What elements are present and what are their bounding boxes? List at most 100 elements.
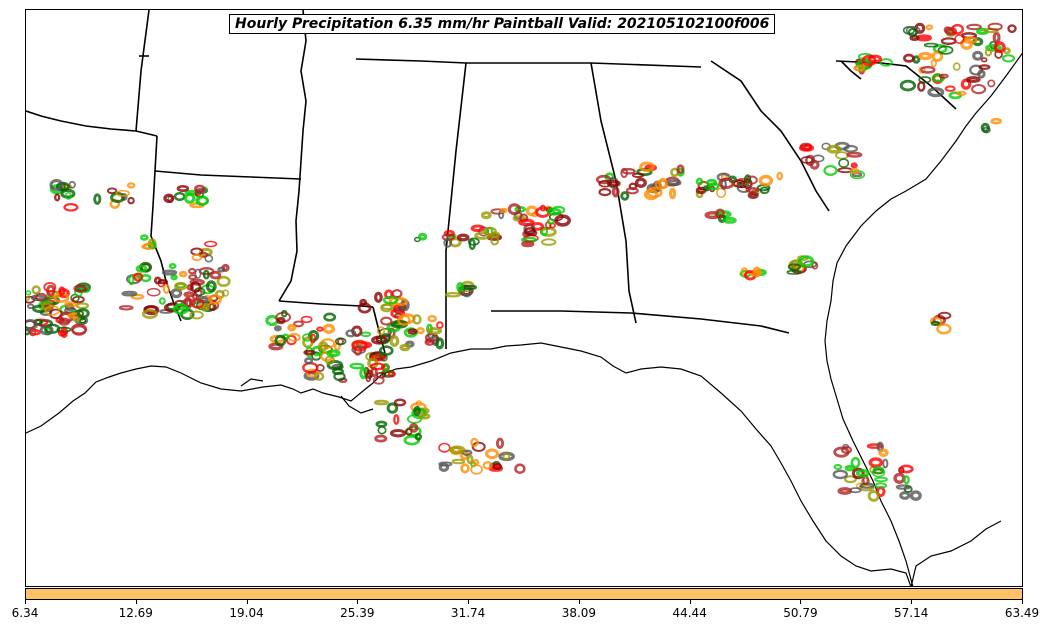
colorbar-tick bbox=[246, 600, 248, 604]
precip-blob bbox=[287, 323, 297, 332]
precip-blob bbox=[157, 279, 169, 285]
precip-blob bbox=[518, 218, 535, 227]
precip-blob bbox=[500, 207, 508, 214]
precip-blob bbox=[893, 472, 906, 484]
precip-blob bbox=[64, 301, 79, 308]
map-title: Hourly Precipitation 6.35 mm/hr Paintbal… bbox=[229, 14, 776, 34]
precip-blob bbox=[390, 308, 406, 319]
precip-blob bbox=[850, 162, 858, 169]
precip-blob bbox=[415, 327, 425, 335]
precip-blob bbox=[407, 328, 418, 335]
precip-blob bbox=[507, 203, 522, 216]
precip-blob bbox=[631, 172, 645, 178]
precip-blob bbox=[194, 268, 202, 279]
precip-blob bbox=[412, 314, 422, 325]
precip-blob bbox=[305, 368, 319, 378]
precip-blob bbox=[26, 290, 32, 296]
colorbar-tick bbox=[911, 600, 913, 604]
precip-blob bbox=[846, 151, 863, 158]
precip-blob bbox=[382, 295, 399, 305]
precip-blob bbox=[118, 305, 134, 311]
precip-blob bbox=[987, 79, 996, 88]
precip-blob bbox=[874, 476, 888, 483]
precip-blob bbox=[811, 261, 819, 270]
precip-blob bbox=[449, 445, 466, 455]
precip-blob bbox=[798, 255, 815, 268]
precip-blob bbox=[334, 337, 347, 346]
precip-blob bbox=[202, 269, 210, 280]
precip-blob bbox=[378, 345, 394, 356]
precip-blob bbox=[899, 464, 914, 474]
precip-blob bbox=[1007, 24, 1017, 33]
precip-blob bbox=[64, 192, 73, 200]
precip-blob bbox=[482, 461, 493, 470]
precip-blob bbox=[205, 280, 217, 293]
precip-blob bbox=[75, 302, 90, 310]
precip-blob bbox=[838, 158, 850, 168]
precip-blob bbox=[379, 328, 392, 337]
precip-blob bbox=[193, 184, 206, 193]
precip-blob bbox=[191, 292, 199, 301]
precip-blob bbox=[746, 175, 758, 185]
precip-blob bbox=[621, 168, 636, 175]
precip-blob bbox=[399, 343, 411, 352]
colorbar-tick bbox=[357, 600, 359, 604]
precip-blob bbox=[127, 196, 135, 205]
colorbar bbox=[25, 588, 1023, 600]
precip-blob bbox=[300, 315, 313, 324]
colorbar-tick-label: 44.44 bbox=[672, 606, 707, 620]
precip-blob bbox=[492, 462, 503, 471]
precip-blob bbox=[183, 192, 196, 204]
precip-blob bbox=[413, 405, 421, 416]
precip-blob bbox=[135, 264, 148, 273]
precip-blob bbox=[222, 289, 229, 297]
precip-blob bbox=[466, 454, 474, 465]
precip-blob bbox=[276, 316, 286, 325]
precip-blob bbox=[759, 186, 770, 195]
precip-blob bbox=[745, 187, 760, 194]
colorbar-tick bbox=[25, 600, 26, 604]
precip-blob bbox=[905, 25, 921, 36]
precip-blob bbox=[546, 207, 562, 216]
precip-blob bbox=[758, 174, 774, 187]
precip-blob bbox=[643, 188, 659, 201]
precip-blob bbox=[58, 286, 66, 296]
precip-blob bbox=[414, 432, 423, 441]
precip-blob bbox=[163, 193, 175, 204]
precip-blob bbox=[620, 191, 630, 201]
precip-blob bbox=[436, 321, 444, 330]
precip-blob bbox=[208, 294, 222, 305]
precip-blob bbox=[993, 41, 1006, 54]
precip-blob bbox=[349, 362, 365, 370]
precip-blob bbox=[309, 333, 317, 344]
precip-blob bbox=[855, 469, 870, 478]
precip-blob bbox=[903, 53, 915, 63]
precip-blob bbox=[302, 333, 314, 342]
precip-blob bbox=[115, 189, 130, 197]
precip-paintball-layer bbox=[26, 22, 1017, 502]
precip-blob bbox=[715, 208, 725, 219]
precip-blob bbox=[170, 288, 183, 299]
precip-blob bbox=[332, 367, 344, 376]
precip-blob bbox=[273, 325, 282, 332]
precip-blob bbox=[293, 320, 304, 328]
precip-blob bbox=[49, 179, 64, 191]
precip-blob bbox=[658, 177, 668, 189]
precip-blob bbox=[918, 51, 933, 61]
precip-blob bbox=[307, 329, 320, 342]
precip-blob bbox=[140, 274, 152, 283]
precip-blob bbox=[467, 237, 480, 246]
precip-blob bbox=[874, 482, 888, 489]
colorbar-tick-label: 38.09 bbox=[561, 606, 597, 620]
colorbar-tick-label: 6.34 bbox=[11, 606, 39, 620]
colorbar-tick bbox=[578, 600, 580, 604]
precip-blob bbox=[972, 50, 984, 61]
precip-blob bbox=[204, 240, 218, 248]
precip-blob bbox=[878, 448, 889, 457]
precip-blob bbox=[676, 164, 685, 175]
precip-blob bbox=[30, 294, 46, 302]
precip-blob bbox=[209, 270, 222, 280]
precip-blob bbox=[867, 489, 880, 502]
precip-blob bbox=[456, 281, 464, 293]
precip-blob bbox=[54, 193, 61, 202]
